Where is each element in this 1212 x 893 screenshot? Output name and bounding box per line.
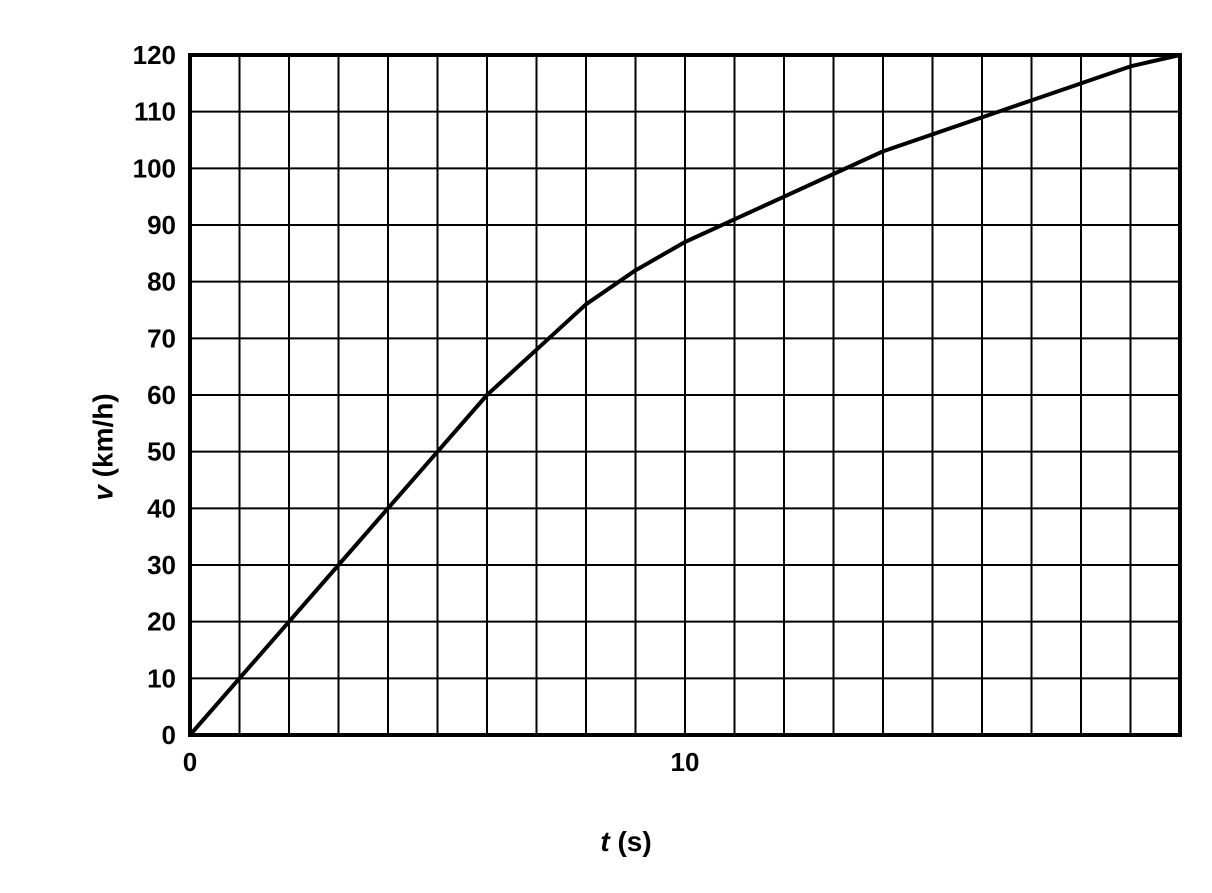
svg-text:20: 20 [147, 607, 176, 637]
x-axis-var: t [600, 826, 609, 857]
svg-text:110: 110 [134, 97, 176, 127]
svg-text:70: 70 [147, 323, 176, 353]
velocity-time-chart: 0 10 20 30 40 50 60 70 80 90 100 110 120 0 10 [20, 20, 1212, 873]
svg-text:80: 80 [147, 267, 176, 297]
chart-container: 0 10 20 30 40 50 60 70 80 90 100 110 120 0 10 v (km/h)… [20, 20, 1212, 873]
svg-text:30: 30 [147, 550, 176, 580]
svg-text:40: 40 [147, 493, 176, 523]
y-axis-unit: (km/h) [88, 393, 119, 477]
svg-text:0: 0 [183, 747, 197, 777]
svg-text:60: 60 [147, 380, 176, 410]
svg-text:100: 100 [133, 153, 176, 183]
svg-text:10: 10 [671, 747, 700, 777]
y-axis-var: v [88, 485, 119, 501]
svg-text:10: 10 [147, 663, 176, 693]
svg-text:90: 90 [147, 210, 176, 240]
x-axis-unit: (s) [617, 826, 651, 857]
svg-text:0: 0 [162, 720, 176, 750]
svg-text:120: 120 [133, 40, 176, 70]
y-axis-label: v (km/h) [88, 393, 120, 500]
x-axis-label: t (s) [600, 826, 651, 858]
svg-text:50: 50 [147, 437, 176, 467]
